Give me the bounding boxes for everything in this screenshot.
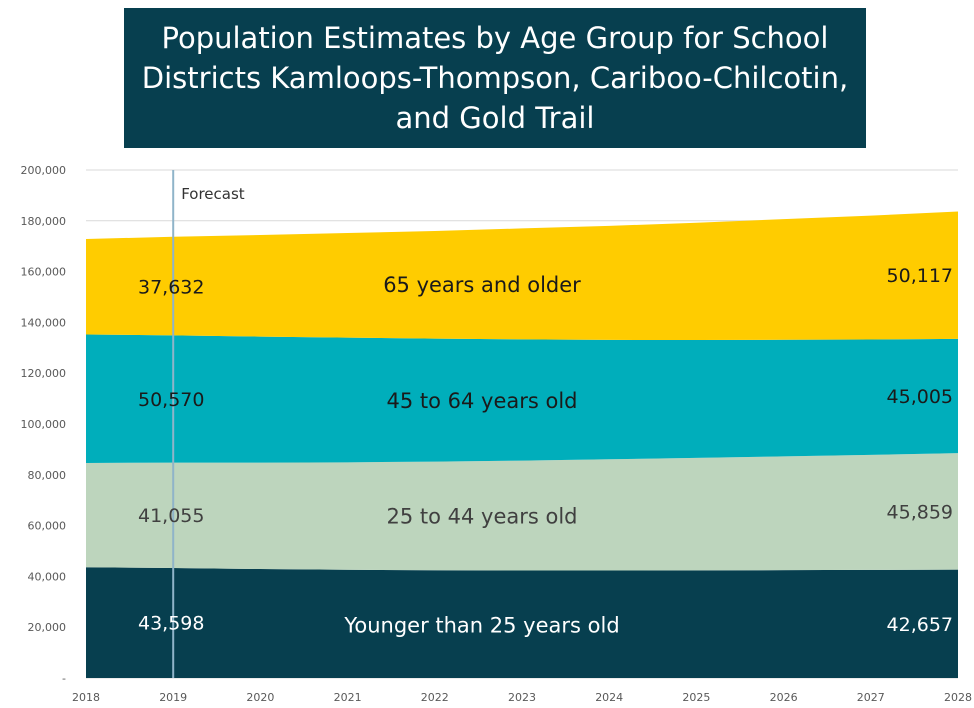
y-tick-label: 80,000 xyxy=(28,469,67,482)
y-tick-label: 200,000 xyxy=(21,164,67,177)
x-tick-label: 2018 xyxy=(72,691,100,704)
chart-title: Population Estimates by Age Group for Sc… xyxy=(124,8,866,148)
y-tick-label: 120,000 xyxy=(21,367,67,380)
y-tick-label: 140,000 xyxy=(21,316,67,329)
area-band xyxy=(86,211,958,341)
forecast-annotation: Forecast xyxy=(181,185,245,203)
x-tick-label: 2020 xyxy=(246,691,274,704)
y-tick-label: 20,000 xyxy=(28,621,67,634)
x-tick-label: 2023 xyxy=(508,691,536,704)
area-band xyxy=(86,334,958,463)
area-band xyxy=(86,453,958,571)
x-tick-label: 2025 xyxy=(682,691,710,704)
y-tick-label: 60,000 xyxy=(28,520,67,533)
y-tick-label: 40,000 xyxy=(28,570,67,583)
x-tick-label: 2019 xyxy=(159,691,187,704)
series-label: Younger than 25 years old xyxy=(343,613,619,637)
x-tick-label: 2022 xyxy=(421,691,449,704)
series-label: 45 to 64 years old xyxy=(386,389,577,413)
x-tick-label: 2026 xyxy=(770,691,798,704)
y-tick-label: 100,000 xyxy=(21,418,67,431)
x-tick-label: 2021 xyxy=(334,691,362,704)
x-tick-label: 2024 xyxy=(595,691,623,704)
y-tick-label: 160,000 xyxy=(21,266,67,279)
start-value-label: 50,570 xyxy=(138,389,204,411)
start-value-label: 41,055 xyxy=(138,505,204,527)
start-value-label: 43,598 xyxy=(138,613,204,635)
end-value-label: 50,117 xyxy=(887,265,953,287)
end-value-label: 45,005 xyxy=(887,386,953,408)
end-value-label: 42,657 xyxy=(887,614,953,636)
area-band xyxy=(86,567,958,678)
end-value-label: 45,859 xyxy=(887,501,953,523)
start-value-label: 37,632 xyxy=(138,277,204,299)
y-tick-label: 180,000 xyxy=(21,215,67,228)
series-label: 25 to 44 years old xyxy=(386,505,577,529)
x-tick-label: 2028 xyxy=(944,691,972,704)
y-tick-label: - xyxy=(62,672,66,685)
series-label: 65 years and older xyxy=(383,273,581,297)
x-tick-label: 2027 xyxy=(857,691,885,704)
